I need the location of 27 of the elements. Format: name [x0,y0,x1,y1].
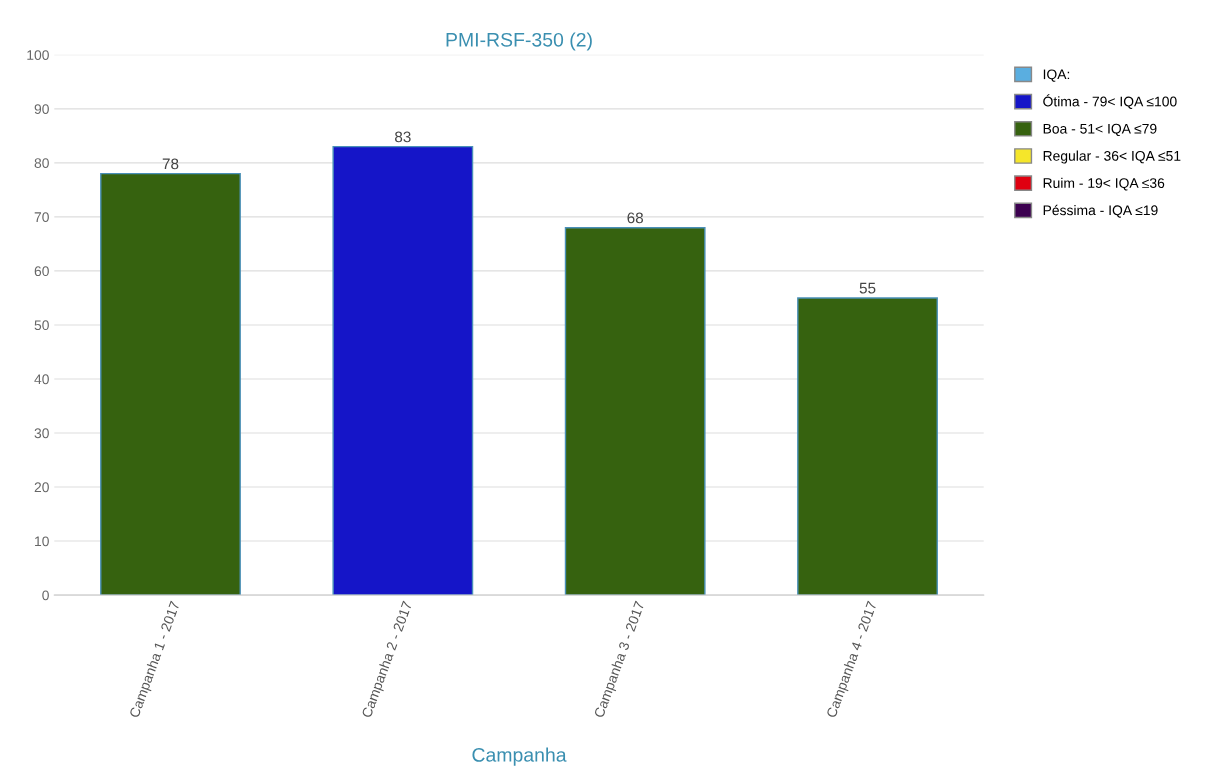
data-label: 78 [162,158,179,170]
y-tick-label: 40 [34,374,49,385]
legend-label: Boa - 51< IQA ≤79 [1043,123,1157,137]
y-tick-label: 20 [34,482,49,493]
x-axis-title: Campanha [472,747,567,766]
y-tick-label: 10 [35,536,49,547]
y-tick-label: 30 [34,428,49,439]
legend-label: Ótima - 79< IQA ≤100 [1043,94,1177,109]
y-tick-label: 90 [34,104,49,115]
data-label: 68 [627,212,644,224]
data-label: 55 [859,282,876,294]
data-label: 83 [395,131,411,143]
y-tick-label: 60 [34,266,49,277]
legend-label: Ruim - 19< IQA ≤36 [1043,177,1165,191]
chart-title: PMI-RSF-350 (2) [446,32,592,51]
y-tick-label: 70 [34,212,49,223]
y-tick-label: 50 [34,320,49,331]
bar [797,297,938,596]
y-tick-label: 80 [34,158,49,169]
y-tick-label: 100 [27,50,49,60]
y-tick-label: 0 [42,590,49,601]
legend-label: IQA: [1043,69,1070,82]
bar [332,145,474,596]
legend-label: Regular - 36< IQA ≤51 [1043,150,1181,164]
bar [564,227,706,596]
bar [100,172,241,596]
legend-label: Péssima - IQA ≤19 [1043,204,1158,218]
